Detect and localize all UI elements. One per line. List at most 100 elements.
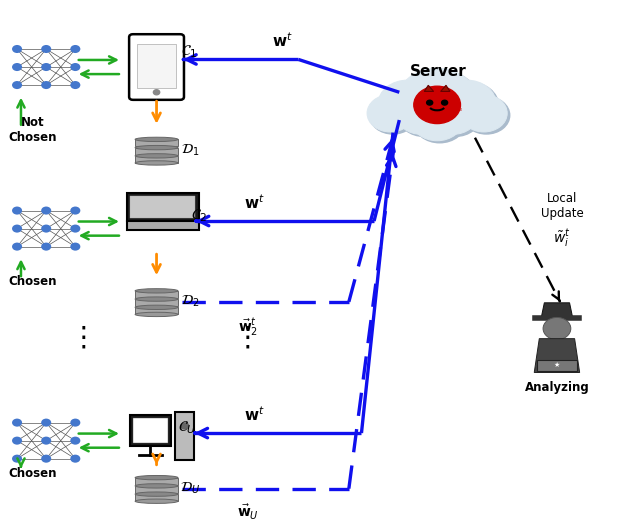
- Ellipse shape: [135, 492, 178, 496]
- Circle shape: [427, 100, 433, 105]
- FancyBboxPatch shape: [127, 194, 199, 221]
- Ellipse shape: [135, 289, 178, 293]
- Text: $\mathbf{w}^t$: $\mathbf{w}^t$: [244, 193, 264, 212]
- Polygon shape: [424, 85, 434, 91]
- Ellipse shape: [135, 476, 178, 480]
- Polygon shape: [441, 85, 450, 91]
- Text: Not
Chosen: Not Chosen: [8, 116, 56, 144]
- Circle shape: [437, 80, 496, 127]
- Polygon shape: [135, 291, 178, 298]
- Circle shape: [411, 99, 463, 141]
- Circle shape: [41, 419, 51, 426]
- Circle shape: [41, 224, 51, 233]
- Text: $\vec{\mathbf{w}}_U$: $\vec{\mathbf{w}}_U$: [237, 503, 259, 522]
- Circle shape: [70, 436, 81, 445]
- Text: $\vdots$: $\vdots$: [233, 323, 250, 351]
- Text: Local
Update: Local Update: [541, 192, 583, 220]
- Polygon shape: [135, 299, 178, 306]
- Circle shape: [70, 63, 81, 71]
- FancyBboxPatch shape: [176, 412, 195, 459]
- Polygon shape: [135, 139, 178, 147]
- Circle shape: [181, 423, 189, 429]
- Circle shape: [414, 101, 465, 143]
- Circle shape: [70, 224, 81, 233]
- Circle shape: [380, 82, 439, 129]
- FancyBboxPatch shape: [131, 196, 195, 218]
- Circle shape: [70, 455, 81, 462]
- FancyBboxPatch shape: [537, 360, 577, 371]
- Ellipse shape: [135, 312, 178, 316]
- Polygon shape: [135, 156, 178, 163]
- Text: $\mathbf{w}^t$: $\mathbf{w}^t$: [244, 405, 264, 424]
- Text: Chosen: Chosen: [8, 275, 56, 288]
- Text: $\mathcal{D}_U$: $\mathcal{D}_U$: [180, 481, 200, 496]
- FancyBboxPatch shape: [133, 418, 167, 443]
- Ellipse shape: [135, 137, 178, 141]
- Circle shape: [12, 224, 22, 233]
- Circle shape: [12, 419, 22, 426]
- Circle shape: [70, 45, 81, 53]
- Circle shape: [41, 81, 51, 89]
- Circle shape: [414, 86, 460, 124]
- Text: Analyzing: Analyzing: [524, 381, 590, 394]
- Circle shape: [41, 207, 51, 215]
- Circle shape: [431, 97, 480, 136]
- Polygon shape: [135, 486, 178, 493]
- Text: Server: Server: [410, 64, 467, 79]
- Circle shape: [70, 207, 81, 215]
- Circle shape: [41, 63, 51, 71]
- Circle shape: [367, 94, 414, 132]
- Ellipse shape: [135, 499, 178, 503]
- FancyBboxPatch shape: [130, 415, 171, 446]
- Circle shape: [12, 436, 22, 445]
- Text: $_s$: $_s$: [458, 105, 463, 114]
- Circle shape: [12, 63, 22, 71]
- Polygon shape: [541, 303, 573, 318]
- Ellipse shape: [135, 146, 178, 150]
- Polygon shape: [534, 339, 579, 373]
- Text: $\mathcal{D}_2$: $\mathcal{D}_2$: [181, 294, 199, 310]
- Circle shape: [12, 207, 22, 215]
- FancyBboxPatch shape: [138, 44, 176, 88]
- Text: $\mathcal{C}_U$: $\mathcal{C}_U$: [178, 420, 196, 436]
- Circle shape: [153, 90, 160, 95]
- Circle shape: [370, 97, 417, 134]
- Circle shape: [12, 45, 22, 53]
- Circle shape: [41, 243, 51, 251]
- Circle shape: [460, 94, 507, 132]
- Circle shape: [400, 70, 479, 133]
- Ellipse shape: [135, 153, 178, 158]
- Text: $\mathcal{C}_1$: $\mathcal{C}_1$: [181, 43, 198, 60]
- Polygon shape: [135, 148, 178, 155]
- Text: Chosen: Chosen: [8, 467, 56, 480]
- Polygon shape: [135, 478, 178, 485]
- Ellipse shape: [135, 484, 178, 488]
- Circle shape: [70, 419, 81, 426]
- Polygon shape: [135, 494, 178, 501]
- Ellipse shape: [135, 161, 178, 165]
- Circle shape: [12, 455, 22, 462]
- Text: $\mathbf{w}^t$: $\mathbf{w}^t$: [272, 31, 293, 50]
- Circle shape: [41, 455, 51, 462]
- Circle shape: [439, 82, 499, 129]
- Circle shape: [70, 81, 81, 89]
- Circle shape: [41, 436, 51, 445]
- FancyBboxPatch shape: [127, 221, 199, 230]
- Circle shape: [399, 97, 448, 136]
- Text: $\mathcal{C}_2$: $\mathcal{C}_2$: [191, 208, 208, 224]
- Circle shape: [396, 95, 446, 134]
- Text: $\tilde{w}_i^t$: $\tilde{w}_i^t$: [553, 228, 571, 250]
- Circle shape: [543, 317, 571, 340]
- Ellipse shape: [135, 297, 178, 301]
- Circle shape: [378, 80, 437, 127]
- Text: ★: ★: [554, 362, 560, 369]
- FancyBboxPatch shape: [129, 34, 184, 100]
- Circle shape: [70, 243, 81, 251]
- Text: $\vec{\mathbf{w}}_2^t$: $\vec{\mathbf{w}}_2^t$: [238, 316, 258, 338]
- Ellipse shape: [135, 305, 178, 310]
- Circle shape: [463, 97, 510, 134]
- Text: $\mathcal{D}_1$: $\mathcal{D}_1$: [181, 143, 199, 158]
- Text: $\vdots$: $\vdots$: [69, 323, 86, 351]
- Circle shape: [12, 81, 22, 89]
- Circle shape: [441, 100, 448, 105]
